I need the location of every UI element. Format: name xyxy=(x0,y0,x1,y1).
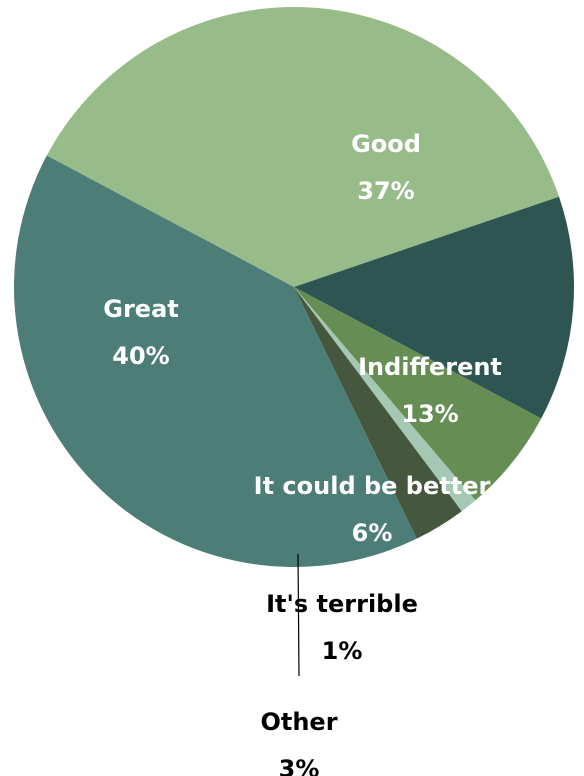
slice-value-indifferent: 13% xyxy=(401,400,458,428)
slice-value-good: 37% xyxy=(357,177,414,205)
pie-slice-great xyxy=(13,155,417,567)
slice-value-it-s-terrible: 1% xyxy=(322,637,363,665)
slice-value-great: 40% xyxy=(112,342,169,370)
pie-slice-indifferent xyxy=(294,196,574,419)
pie-slice-good xyxy=(46,6,560,288)
pie-slice-it-could-be-better xyxy=(294,287,542,501)
slice-label-indifferent: Indifferent xyxy=(358,353,502,381)
slice-label-good: Good xyxy=(351,130,421,158)
slice-label-it-could-be-better: It could be better xyxy=(254,472,491,500)
pie-slice-it-s-terrible xyxy=(294,287,476,512)
slice-label-great: Great xyxy=(103,295,178,323)
pie-slice-other xyxy=(294,287,462,539)
slice-label-it-s-terrible: It's terrible xyxy=(266,590,418,618)
other-leader-line xyxy=(297,553,300,677)
slice-label-other: Other xyxy=(260,708,337,736)
slice-value-it-could-be-better: 6% xyxy=(352,519,393,547)
slice-value-other: 3% xyxy=(279,755,320,776)
